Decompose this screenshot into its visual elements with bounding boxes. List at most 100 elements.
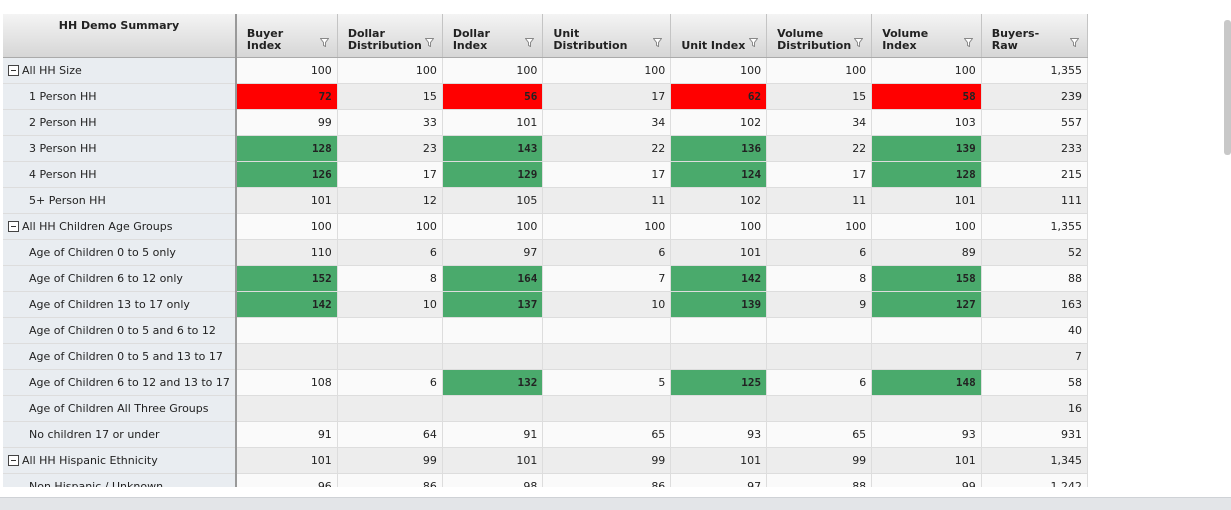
cell	[542, 343, 672, 370]
cell: 99	[871, 473, 982, 487]
header-text: Volume Distribution	[777, 27, 852, 52]
cell	[670, 317, 768, 344]
filter-icon[interactable]	[1070, 38, 1079, 47]
cell	[766, 317, 873, 344]
header-text: Dollar Index	[452, 27, 490, 52]
header-text: Buyers- Raw	[991, 27, 1040, 52]
row-label: 3 Person HH	[3, 135, 237, 162]
row-label-text: 5+ Person HH	[29, 194, 106, 207]
cell: 557	[981, 109, 1088, 136]
cell: 99	[766, 447, 873, 474]
cell: 99	[542, 447, 672, 474]
cell: 98	[442, 473, 544, 487]
cell: 125	[670, 369, 768, 396]
cell: 96	[235, 473, 338, 487]
cell: 6	[542, 239, 672, 266]
row-label: Age of Children 6 to 12 only	[3, 265, 237, 292]
cell: 142	[670, 265, 768, 292]
cell: 17	[337, 161, 443, 188]
cell	[766, 343, 873, 370]
cell: 101	[871, 447, 982, 474]
cell	[235, 343, 338, 370]
row-label: Non Hispanic / Unknown	[3, 473, 237, 487]
cell: 97	[442, 239, 544, 266]
cell: 102	[670, 187, 768, 214]
filter-icon[interactable]	[854, 38, 864, 47]
header-text: Buyer Index	[246, 27, 284, 52]
cell: 11	[766, 187, 873, 214]
cell: 16	[981, 395, 1088, 422]
cell	[871, 395, 982, 422]
column-header[interactable]: Buyers- Raw	[981, 14, 1088, 58]
column-header[interactable]: Volume Index	[871, 14, 982, 58]
cell: 58	[871, 83, 982, 110]
row-label-text: Age of Children 0 to 5 and 6 to 12	[29, 324, 216, 337]
cell: 99	[235, 109, 338, 136]
cell: 128	[235, 135, 338, 162]
cell: 15	[337, 83, 443, 110]
row-label: Age of Children 13 to 17 only	[3, 291, 237, 318]
filter-icon[interactable]	[749, 38, 759, 47]
cell: 164	[442, 265, 544, 292]
cell: 100	[871, 213, 982, 240]
cell: 100	[235, 57, 338, 84]
cell: 163	[981, 291, 1088, 318]
filter-icon[interactable]	[525, 38, 535, 47]
table-row: Age of Children 6 to 12 only 152 8 164 7 142 8…	[3, 265, 1088, 292]
cell: 8	[337, 265, 443, 292]
filter-icon[interactable]	[963, 38, 973, 47]
cell: 100	[442, 57, 544, 84]
cell: 100	[670, 213, 768, 240]
cell: 100	[871, 57, 982, 84]
filter-icon[interactable]	[424, 38, 434, 47]
header-text: HH Demo Summary	[58, 19, 180, 32]
header-text: Volume Index	[882, 27, 929, 52]
cell: 101	[670, 239, 768, 266]
cell: 22	[766, 135, 873, 162]
cell: 86	[337, 473, 443, 487]
cell: 17	[542, 161, 672, 188]
cell: 132	[442, 369, 544, 396]
cell: 40	[981, 317, 1088, 344]
cell: 101	[235, 447, 338, 474]
column-header[interactable]: Unit Distribution	[542, 14, 672, 58]
table-row: Non Hispanic / Unknown 96 86 98 86 97 88 99 1,24…	[3, 473, 1088, 487]
cell: 100	[337, 213, 443, 240]
scrollbar[interactable]	[1224, 20, 1231, 155]
table-row: Age of Children 6 to 12 and 13 to 17 108 6…	[3, 369, 1088, 396]
cell: 101	[442, 109, 544, 136]
column-header[interactable]: Unit Index	[670, 14, 768, 58]
cell: 103	[871, 109, 982, 136]
cell	[442, 343, 544, 370]
row-label: Age of Children 0 to 5 only	[3, 239, 237, 266]
cell: 215	[981, 161, 1088, 188]
row-label-text: No children 17 or under	[29, 428, 160, 441]
column-header[interactable]: Dollar Distribution	[337, 14, 443, 58]
column-header[interactable]: Dollar Index	[442, 14, 544, 58]
cell	[442, 395, 544, 422]
cell: 97	[670, 473, 768, 487]
cell: 1,355	[981, 57, 1088, 84]
row-label-text: 3 Person HH	[29, 142, 97, 155]
cell: 139	[871, 135, 982, 162]
filter-icon[interactable]	[319, 38, 329, 47]
row-label-text: All HH Hispanic Ethnicity	[22, 454, 158, 467]
collapse-toggle[interactable]	[8, 455, 19, 466]
cell: 33	[337, 109, 443, 136]
cell: 93	[670, 421, 768, 448]
cell: 137	[442, 291, 544, 318]
cell: 152	[235, 265, 338, 292]
cell: 12	[337, 187, 443, 214]
column-header[interactable]: HH Demo Summary	[3, 14, 237, 58]
filter-icon[interactable]	[653, 38, 663, 47]
cell: 110	[235, 239, 338, 266]
collapse-toggle[interactable]	[8, 65, 19, 76]
column-header[interactable]: Volume Distribution	[766, 14, 873, 58]
cell: 142	[235, 291, 338, 318]
collapse-toggle[interactable]	[8, 221, 19, 232]
table-row: 2 Person HH 99 33 101 34 102 34 103 557	[3, 109, 1088, 136]
column-header[interactable]: Buyer Index	[235, 14, 338, 58]
cell: 64	[337, 421, 443, 448]
row-label: All HH Children Age Groups	[3, 213, 237, 240]
